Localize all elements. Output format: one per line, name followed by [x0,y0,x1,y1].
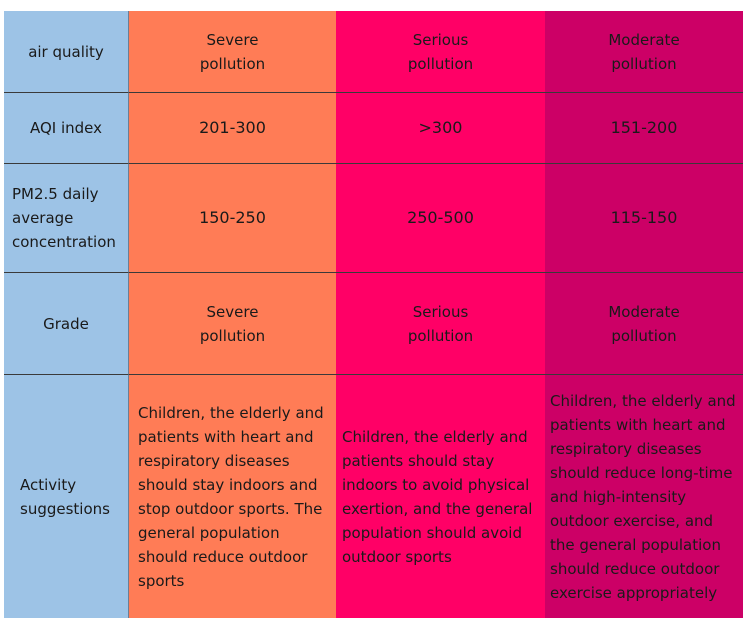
row-header-grade: Grade [4,273,129,375]
cell-severe-activity: Children, the elderly and patients with … [129,375,336,618]
cell-severe-pm25: 150-250 [129,164,336,273]
cell-severe-grade: Severe pollution [129,273,336,375]
cell-moderate-pm25: 115-150 [545,164,743,273]
cell-severe-aqi: 201-300 [129,93,336,164]
air-quality-table: air quality Severe pollution Serious pol… [4,11,743,618]
cell-severe-air-quality: Severe pollution [129,11,336,93]
row-header-aqi-index: AQI index [4,93,129,164]
row-header-activity: Activity suggestions [4,375,129,618]
cell-moderate-air-quality: Moderate pollution [545,11,743,93]
cell-serious-activity: Children, the elderly and patients shoul… [336,375,545,618]
cell-serious-pm25: 250-500 [336,164,545,273]
cell-serious-aqi: >300 [336,93,545,164]
row-header-pm25: PM2.5 daily average concentration [4,164,129,273]
cell-serious-air-quality: Serious pollution [336,11,545,93]
cell-moderate-grade: Moderate pollution [545,273,743,375]
cell-serious-grade: Serious pollution [336,273,545,375]
row-header-air-quality: air quality [4,11,129,93]
cell-moderate-aqi: 151-200 [545,93,743,164]
cell-moderate-activity: Children, the elderly and patients with … [545,375,743,618]
